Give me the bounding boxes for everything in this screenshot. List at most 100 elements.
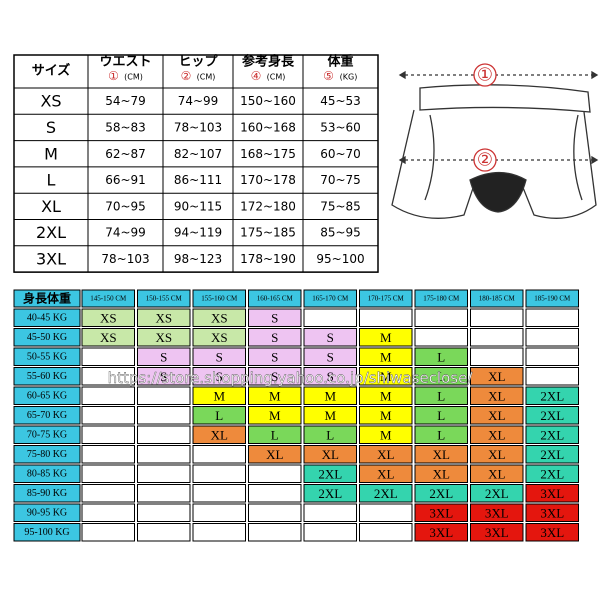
size-label: 3XL — [485, 505, 509, 520]
header-unit: (KG) — [340, 73, 358, 82]
column-header — [470, 289, 524, 308]
table-cell: 95~100 — [316, 252, 364, 266]
size-label: XS — [211, 310, 228, 325]
row-label: 80-85 KG — [27, 468, 67, 479]
size-cell — [81, 464, 135, 483]
size-label: M — [380, 388, 392, 403]
size-cell — [303, 464, 357, 483]
size-cell — [137, 386, 191, 405]
column-label: 150-155 CM — [146, 295, 183, 303]
size-cell — [303, 367, 357, 386]
row-label: 45-50 KG — [27, 332, 67, 343]
size-cell — [81, 347, 135, 366]
size-cell — [192, 328, 246, 347]
size-label: 2XL — [429, 486, 453, 501]
size-cell — [470, 367, 524, 386]
table-cell: 160~168 — [240, 120, 296, 134]
grid-corner-label: 身長体重 — [23, 291, 71, 306]
row-header — [13, 308, 81, 327]
size-cell — [470, 347, 524, 366]
size-cell — [248, 425, 302, 444]
size-cell — [137, 445, 191, 464]
size-cell — [359, 386, 413, 405]
size-cell — [525, 523, 579, 542]
header-mark: ① — [108, 69, 119, 83]
column-header — [81, 289, 135, 308]
size-cell — [525, 347, 579, 366]
row-label: 75-80 KG — [27, 449, 67, 460]
column-label: 170-175 CM — [368, 295, 405, 303]
column-header — [414, 289, 468, 308]
size-label: M — [213, 388, 225, 403]
size-cell — [470, 308, 524, 327]
size-label: 2XL — [374, 486, 398, 501]
size-cell — [137, 367, 191, 386]
size-cell — [414, 347, 468, 366]
size-cell — [81, 445, 135, 464]
size-label: S — [327, 349, 334, 364]
size-label: 2XL — [540, 466, 564, 481]
column-label: 175-180 CM — [423, 295, 460, 303]
size-cell — [81, 308, 135, 327]
size-cell — [137, 347, 191, 366]
size-label: S — [216, 369, 223, 384]
size-label: 2XL — [540, 408, 564, 423]
size-cell — [470, 328, 524, 347]
size-label: XL — [488, 466, 505, 481]
size-label: 2XL — [485, 486, 509, 501]
size-cell — [303, 406, 357, 425]
table-cell: 78~103 — [174, 120, 222, 134]
size-cell — [525, 484, 579, 503]
table-cell: 74~99 — [105, 226, 146, 240]
size-cell — [525, 445, 579, 464]
size-label: 3XL — [540, 486, 564, 501]
row-header — [13, 523, 81, 542]
header-label: 参考身長 — [242, 54, 295, 70]
grid-corner — [13, 289, 81, 308]
size-label: M — [269, 388, 281, 403]
table-cell: 178~190 — [240, 252, 296, 266]
size-cell — [525, 503, 579, 522]
row-label: 65-70 KG — [27, 410, 67, 421]
table-cell: 170~178 — [240, 173, 296, 187]
size-cell — [192, 445, 246, 464]
size-label: S — [271, 310, 278, 325]
size-cell — [248, 347, 302, 366]
size-label: 2XL — [318, 466, 342, 481]
row-header — [13, 484, 81, 503]
size-label: XL — [488, 369, 505, 384]
size-label: XS — [211, 330, 228, 345]
size-label: 3XL — [485, 525, 509, 540]
table-cell: 94~119 — [174, 226, 222, 240]
size-cell — [137, 503, 191, 522]
table-cell: 86~111 — [174, 173, 222, 187]
table-cell: 54~79 — [105, 94, 146, 108]
size-cell — [414, 425, 468, 444]
size-cell — [359, 347, 413, 366]
size-cell — [137, 523, 191, 542]
size-cell — [248, 406, 302, 425]
size-cell — [137, 308, 191, 327]
size-cell — [303, 386, 357, 405]
size-cell — [414, 503, 468, 522]
column-header — [192, 289, 246, 308]
size-label: XL — [322, 447, 339, 462]
size-cell — [248, 308, 302, 327]
table-cell: 172~180 — [240, 199, 296, 213]
size-label: M — [380, 427, 392, 442]
size-cell — [192, 523, 246, 542]
diagram-label: ② — [477, 150, 493, 171]
header-unit: (CM) — [267, 73, 286, 82]
row-label: 85-90 KG — [27, 488, 67, 499]
column-header — [359, 289, 413, 308]
column-label: 180-185 CM — [479, 295, 516, 303]
size-cell — [414, 386, 468, 405]
column-label: 165-170 CM — [312, 295, 349, 303]
table-cell: 168~175 — [240, 147, 296, 161]
size-cell — [248, 328, 302, 347]
size-cell — [303, 308, 357, 327]
size-cell — [248, 445, 302, 464]
size-cell — [470, 503, 524, 522]
size-label: XL — [488, 388, 505, 403]
